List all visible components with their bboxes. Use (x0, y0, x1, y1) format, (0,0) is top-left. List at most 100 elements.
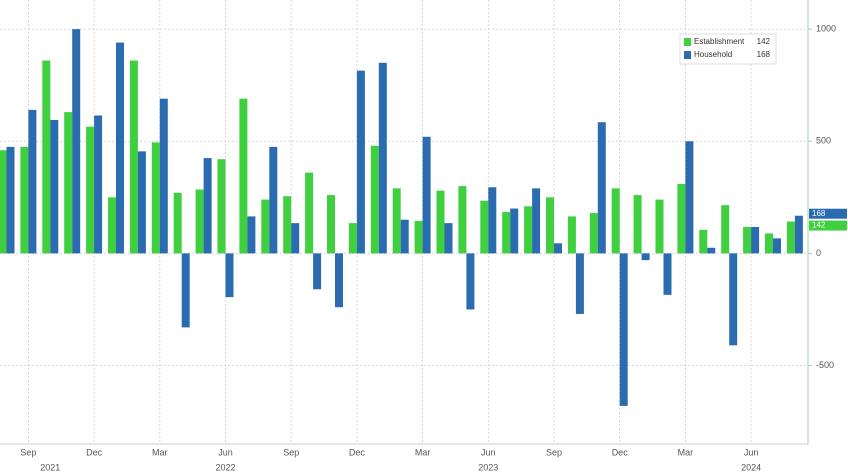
legend-box (679, 33, 777, 65)
legend-value: 168 (757, 50, 771, 59)
bar (283, 196, 292, 254)
x-tick-label: Dec (86, 447, 103, 457)
bar (502, 211, 511, 254)
bar (663, 253, 672, 295)
bar (729, 253, 738, 346)
bar (641, 253, 650, 261)
bar (64, 112, 73, 254)
x-tick-label: Mar (152, 447, 168, 457)
x-tick-label: Sep (20, 447, 36, 457)
bar (554, 243, 562, 254)
bar (356, 70, 365, 254)
bar (239, 98, 248, 254)
y-tick-label: -500 (816, 360, 834, 370)
bar (217, 159, 226, 254)
x-tick-label: Dec (349, 447, 366, 457)
bar (458, 186, 467, 254)
value-tag-label: 142 (812, 221, 826, 230)
bar (699, 229, 708, 254)
bar (137, 151, 146, 254)
bar (597, 122, 606, 254)
x-year-label: 2022 (215, 462, 235, 472)
y-tick-label: 1000 (816, 24, 836, 34)
bar (655, 199, 664, 254)
x-tick-label: Jun (481, 447, 496, 457)
x-tick-label: Jun (218, 447, 233, 457)
bar (436, 190, 445, 254)
bar (370, 145, 379, 254)
legend-value: 142 (757, 37, 771, 46)
bar (129, 60, 138, 254)
bar (392, 188, 401, 254)
bar (575, 253, 584, 314)
bar (261, 199, 270, 254)
bar (532, 188, 541, 254)
x-tick-label: Jun (744, 447, 759, 457)
bar (619, 253, 628, 406)
bar (707, 247, 716, 254)
bar (567, 216, 576, 254)
bar (794, 215, 803, 254)
bar (611, 188, 620, 254)
bar (510, 208, 519, 254)
bar (488, 187, 497, 254)
value-tag-label: 168 (812, 209, 826, 218)
x-year-label: 2024 (741, 462, 761, 472)
bar (225, 253, 234, 298)
bar (378, 62, 387, 254)
legend: Establishment 142 Household 168 (679, 33, 777, 65)
x-tick-label: Dec (612, 447, 629, 457)
bar (480, 200, 489, 254)
bar (786, 221, 795, 254)
legend-label: Establishment (694, 37, 745, 46)
bar (466, 253, 475, 310)
legend-swatch (684, 38, 691, 46)
bar (86, 126, 95, 254)
bar (327, 195, 335, 254)
bar (291, 223, 300, 254)
bar (422, 136, 431, 254)
bar (546, 197, 554, 254)
bar (151, 142, 160, 254)
legend-label: Household (694, 50, 732, 59)
bar (28, 109, 37, 254)
y-tick-label: 500 (816, 136, 831, 146)
legend-swatch (684, 51, 691, 59)
bar (677, 183, 686, 254)
bar (765, 233, 773, 254)
bar (42, 60, 51, 254)
bar (773, 238, 781, 254)
x-tick-label: Sep (546, 447, 562, 457)
bar (6, 146, 15, 254)
x-tick-label: Sep (283, 447, 299, 457)
bar (524, 206, 533, 254)
bar (20, 146, 29, 254)
bar (94, 115, 103, 254)
bar (721, 205, 730, 254)
bar (247, 216, 256, 254)
bar (348, 223, 357, 254)
bar (0, 150, 7, 254)
bar (72, 29, 81, 254)
bar (633, 195, 642, 254)
bar (269, 146, 278, 254)
bar (116, 42, 124, 254)
bar (203, 158, 212, 254)
bar (414, 220, 423, 254)
x-year-label: 2021 (40, 462, 60, 472)
x-tick-label: Mar (415, 447, 431, 457)
bar (444, 223, 453, 254)
bar (589, 213, 598, 254)
bar (400, 219, 409, 254)
value-tag (809, 208, 847, 219)
bar (173, 192, 182, 254)
bar (305, 172, 314, 254)
bar (195, 189, 204, 254)
bar (50, 119, 59, 254)
y-tick-label: 0 (816, 248, 821, 258)
bar (108, 197, 116, 254)
x-tick-label: Mar (678, 447, 694, 457)
value-tag (809, 220, 847, 231)
